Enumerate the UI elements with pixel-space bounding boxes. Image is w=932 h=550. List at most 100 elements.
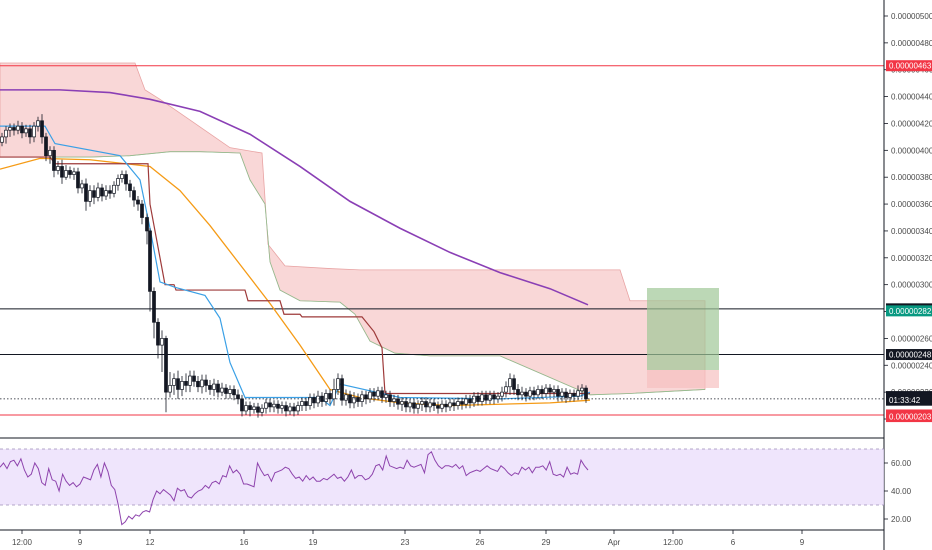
candle-body [44, 136, 48, 157]
candle-body [156, 321, 160, 346]
candle-body [212, 383, 216, 390]
candle-body [576, 390, 580, 397]
candle-body [392, 398, 396, 402]
candle-body [312, 397, 316, 404]
candle-body [232, 389, 236, 396]
candle-body [540, 389, 544, 394]
candle-body [236, 394, 240, 400]
candle-body [100, 187, 104, 197]
candle-body [120, 174, 124, 179]
candle-body [240, 398, 244, 412]
long-position-loss-zone[interactable] [647, 370, 719, 388]
candle-body [488, 394, 492, 401]
rsi-axis: 60.00 40.00 20.00 [884, 459, 912, 524]
candle-body [412, 402, 416, 409]
price-tick-label: 0.00000380 [891, 173, 932, 182]
candle-body [148, 230, 152, 292]
candle-body [308, 397, 312, 406]
candle-body [12, 127, 16, 131]
candle-body [296, 405, 300, 412]
price-tag-box [886, 60, 932, 72]
candle-body [452, 402, 456, 406]
candle-body [464, 398, 468, 405]
price-tick-label: 0.00000340 [891, 227, 932, 236]
candle-body [484, 394, 488, 401]
candle-body [352, 397, 356, 404]
candle-body [568, 393, 572, 398]
rsi-tick-label: 40.00 [891, 487, 912, 496]
candle-body [16, 125, 20, 131]
candle-body [444, 403, 448, 408]
candle-body [468, 398, 472, 404]
candle-body [460, 401, 464, 405]
price-tick-label: 0.00000480 [891, 39, 932, 48]
candle-body [60, 166, 64, 178]
candle-body [292, 406, 296, 412]
price-tick-label: 0.00000320 [891, 254, 932, 263]
candle-body [56, 166, 60, 171]
price-tick-label: 0.00000260 [891, 334, 932, 343]
candle-body [64, 170, 68, 178]
long-position-profit-zone[interactable] [647, 288, 719, 370]
tenkan-sen-line [0, 125, 591, 407]
price-tag-label: 0.00000282 [889, 307, 932, 316]
time-tick-label: 23 [401, 538, 410, 547]
candle-body [336, 378, 340, 390]
moving-average-200-line [0, 89, 589, 306]
price-tick-label: 0.00000440 [891, 93, 932, 102]
ichimoku-cloud [0, 62, 706, 396]
price-tag-box [886, 411, 932, 423]
candle-body [560, 391, 564, 397]
candle-body [244, 405, 248, 412]
time-axis[interactable]: 12:00 9 12 16 19 23 26 29 Apr 12:00 6 9 [12, 530, 805, 547]
kijun-sen-line [0, 156, 590, 395]
price-tick-label: 0.00000360 [891, 200, 932, 209]
time-tick-label: 19 [309, 538, 318, 547]
moving-average-50-line [0, 157, 591, 407]
candle-body [36, 120, 40, 127]
candle-body [376, 390, 380, 397]
candle-body [360, 394, 364, 402]
time-tick-label: 12 [146, 538, 155, 547]
candle-body [512, 378, 516, 390]
candle-body [72, 171, 76, 175]
candle-body [92, 190, 96, 198]
candle-body [448, 402, 452, 408]
candle-body [96, 187, 100, 198]
candle-body [116, 178, 120, 186]
candle-body [272, 403, 276, 408]
price-tick-label: 0.00000400 [891, 146, 932, 155]
candle-body [124, 174, 128, 185]
candle-body [316, 395, 320, 404]
rsi-band [0, 449, 884, 505]
rsi-pane[interactable] [0, 448, 884, 526]
candle-body [384, 394, 388, 398]
candle-body [24, 128, 28, 134]
time-tick-label: 12:00 [663, 538, 684, 547]
candle-body [328, 393, 332, 400]
cloud-lower-line [0, 151, 706, 396]
price-tag-label: 0.00000463 [889, 62, 932, 71]
candle-body [128, 183, 132, 191]
time-tick-label: 26 [476, 538, 485, 547]
rsi-tick-label: 60.00 [891, 459, 912, 468]
candle-body [456, 401, 460, 406]
time-tick-label: 29 [542, 538, 551, 547]
candle-body [28, 128, 32, 138]
candle-body [220, 387, 224, 393]
candle-body [68, 170, 72, 175]
candle-body [580, 387, 584, 392]
candle-body [404, 401, 408, 408]
price-tag-label: 0.00000248 [889, 351, 932, 360]
horizontal-levels [0, 65, 884, 416]
candle-body [112, 184, 116, 194]
time-tick-label: 9 [800, 538, 805, 547]
candle-body [280, 405, 284, 409]
candle-body [88, 190, 92, 202]
candle-body [324, 393, 328, 402]
candle-body [420, 401, 424, 405]
candle-body [536, 389, 540, 396]
candle-body [440, 403, 444, 409]
candle-body [552, 389, 556, 393]
